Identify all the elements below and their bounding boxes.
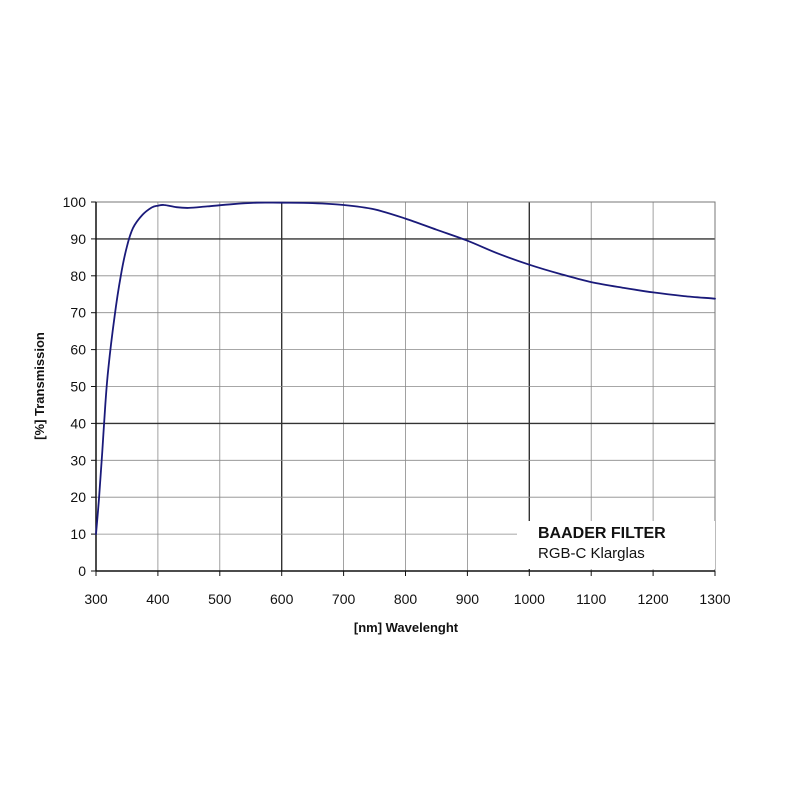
y-tick-label-100: 100 [63,194,87,210]
x-tick-label-300: 300 [84,591,108,607]
x-tick-label-500: 500 [208,591,232,607]
y-axis-title: [%] Transmission [32,332,47,440]
y-tick-label-90: 90 [70,231,86,247]
y-tick-label-40: 40 [70,415,86,431]
y-tick-label-70: 70 [70,305,86,321]
x-tick-label-1200: 1200 [638,591,669,607]
y-tick-label-10: 10 [70,526,86,542]
y-tick-label-60: 60 [70,342,86,358]
y-tick-label-30: 30 [70,452,86,468]
x-tick-label-900: 900 [456,591,480,607]
y-tick-label-80: 80 [70,268,86,284]
x-tick-label-800: 800 [394,591,418,607]
legend-background [517,521,715,569]
legend-title: BAADER FILTER [538,525,666,542]
x-tick-label-400: 400 [146,591,170,607]
tick-labels: 0 10 20 30 40 50 60 70 80 90 100 300 400 500 600 700 800… [63,194,731,607]
x-tick-label-1100: 1100 [576,591,606,607]
grid [96,202,715,571]
axes [91,201,716,576]
x-tick-label-600: 600 [270,591,294,607]
y-tick-label-20: 20 [70,489,86,505]
x-axis-title: [nm] Wavelenght [354,620,459,635]
x-tick-label-1000: 1000 [514,591,545,607]
series [95,201,716,535]
x-tick-label-1300: 1300 [699,591,730,607]
series-line-0 [95,201,716,535]
x-tick-label-700: 700 [332,591,356,607]
legend: BAADER FILTER RGB-C Klarglas [517,521,715,569]
y-tick-label-50: 50 [70,379,86,395]
legend-subtitle: RGB-C Klarglas [538,545,645,562]
y-tick-label-0: 0 [78,563,86,579]
